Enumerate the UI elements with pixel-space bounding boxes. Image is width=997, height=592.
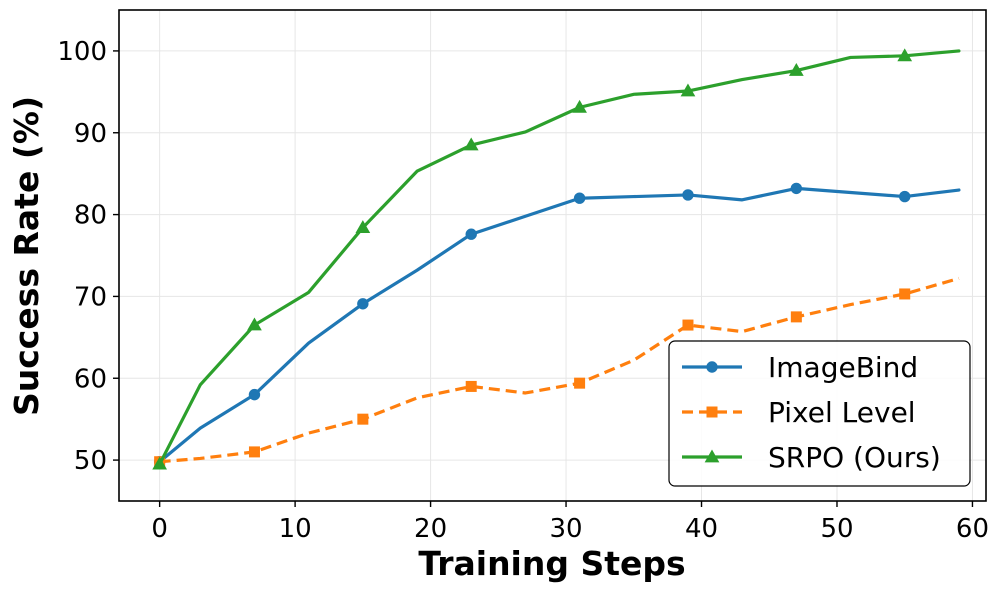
- data-point: [355, 220, 371, 234]
- legend-marker: [706, 406, 718, 418]
- data-point: [463, 137, 479, 151]
- x-tick-label: 0: [151, 514, 168, 544]
- data-point: [465, 228, 477, 240]
- data-point: [897, 48, 913, 62]
- y-tick-label: 60: [74, 364, 107, 394]
- series-line: [158, 186, 961, 464]
- data-point: [465, 380, 477, 392]
- legend-marker: [704, 449, 720, 463]
- series-srpo-ours: [152, 48, 961, 470]
- y-tick-label: 100: [57, 37, 107, 67]
- y-tick-label: 90: [74, 119, 107, 149]
- y-tick-label: 70: [74, 282, 107, 312]
- data-point: [788, 63, 804, 76]
- x-tick-label: 30: [550, 514, 583, 544]
- data-point: [248, 388, 261, 401]
- data-point: [357, 298, 369, 310]
- legend-item: SRPO (Ours): [682, 441, 941, 474]
- data-point: [899, 288, 911, 300]
- data-point: [247, 317, 262, 331]
- data-point: [682, 189, 694, 201]
- y-axis-title: Success Rate (%): [7, 96, 46, 416]
- data-point: [572, 99, 587, 113]
- series-line: [158, 49, 961, 466]
- data-point: [790, 311, 802, 323]
- x-tick-label: 60: [956, 514, 989, 544]
- data-point: [899, 190, 911, 203]
- plot-frame: [118, 9, 987, 502]
- y-tick-label: 80: [74, 201, 107, 231]
- x-tick-label: 40: [685, 514, 718, 544]
- legend-label: ImageBind: [768, 351, 918, 384]
- x-tick-label: 50: [820, 514, 853, 544]
- data-point: [152, 456, 168, 470]
- x-tick-label: 10: [279, 514, 312, 544]
- series-line: [159, 276, 960, 464]
- grid: [119, 10, 986, 501]
- x-tick-label: 20: [414, 514, 447, 544]
- legend-item: Pixel Level: [682, 396, 916, 429]
- series-pixel-level: [154, 276, 960, 468]
- y-tick-label: 50: [74, 446, 107, 476]
- legend-label: Pixel Level: [768, 396, 916, 429]
- data-point: [248, 446, 260, 458]
- data-point: [357, 413, 369, 425]
- data-point: [574, 377, 586, 389]
- legend: ImageBind Pixel Level SRPO (Ours): [668, 340, 971, 487]
- legend-marker: [706, 361, 718, 373]
- x-axis-title: Training Steps: [418, 544, 685, 583]
- series-lines: [152, 48, 961, 470]
- legend-label: SRPO (Ours): [768, 441, 941, 474]
- data-point: [790, 182, 803, 195]
- data-point: [573, 192, 586, 204]
- axis-ticks: 0 10 20 30 40 50 60 50 60 70 80 90 100: [57, 37, 989, 544]
- data-point: [680, 83, 696, 97]
- legend-box: [668, 340, 971, 487]
- series-imagebind: [153, 182, 961, 468]
- data-point: [682, 319, 694, 331]
- legend-item: ImageBind: [682, 351, 918, 384]
